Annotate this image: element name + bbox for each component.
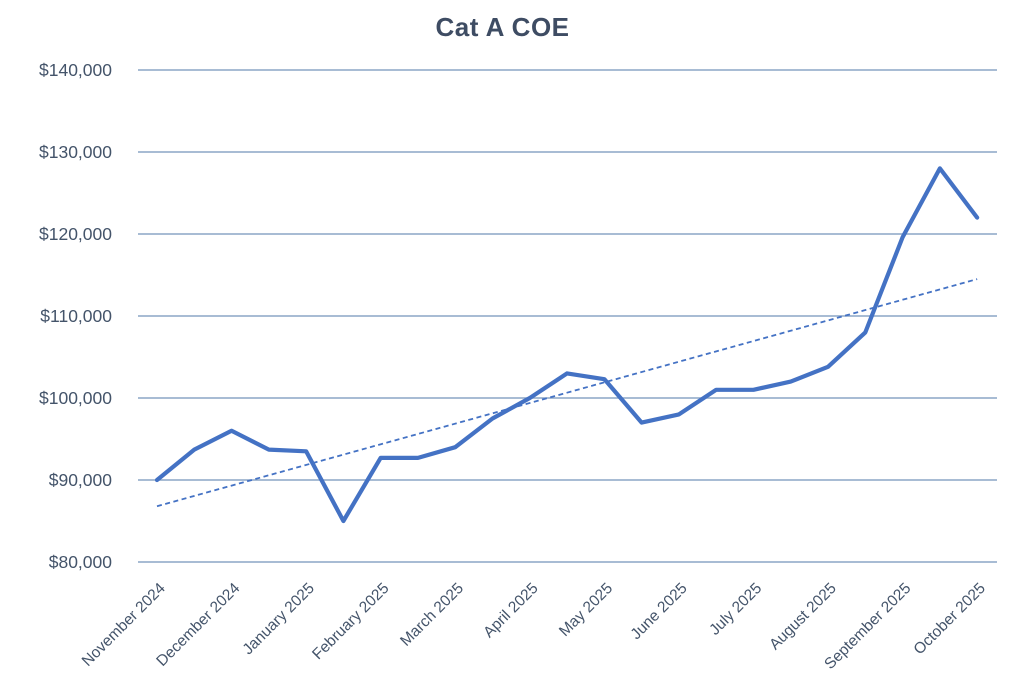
y-axis-tick-label: $100,000 [39, 388, 112, 408]
trendline [156, 278, 978, 508]
x-axis-tick-label: May 2025 [556, 580, 616, 640]
y-axis-tick-label: $90,000 [49, 470, 113, 490]
y-axis-tick-label: $110,000 [40, 306, 112, 326]
y-axis-tick-label: $80,000 [49, 552, 113, 572]
chart-title: Cat A COE [435, 12, 570, 42]
x-axis-tick-label: August 2025 [766, 580, 840, 654]
y-axis-tick-label: $120,000 [39, 224, 112, 244]
data-series-line [154, 166, 980, 524]
x-axis-tick-label: April 2025 [480, 580, 541, 641]
y-axis-tick-label: $130,000 [39, 142, 112, 162]
x-axis-tick-label: July 2025 [706, 580, 765, 639]
x-axis-tick-label: January 2025 [240, 580, 318, 658]
x-axis-tick-label: October 2025 [911, 580, 989, 658]
x-axis-tick-label: June 2025 [628, 580, 691, 643]
x-axis-tick-label: March 2025 [397, 580, 467, 650]
y-axis-tick-label: $140,000 [39, 60, 112, 80]
x-axis-tick-label: February 2025 [309, 580, 392, 663]
